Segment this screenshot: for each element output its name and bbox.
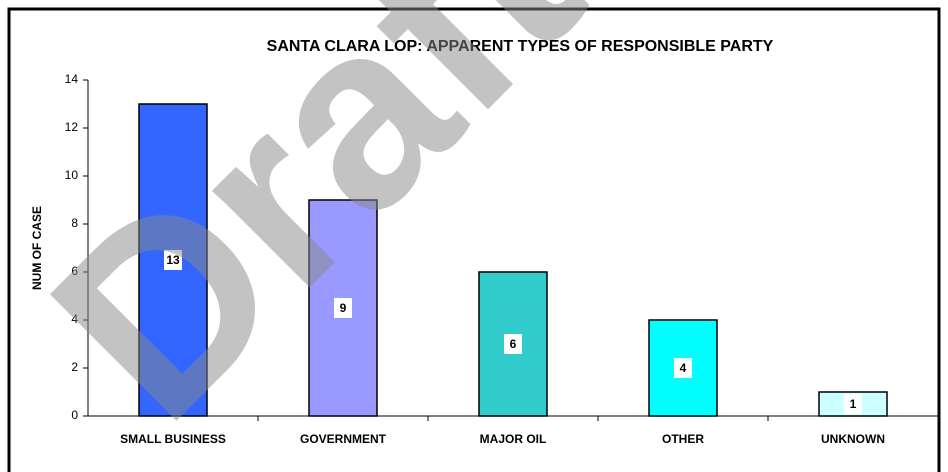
x-tick-label: SMALL BUSINESS	[120, 432, 226, 446]
data-label-box	[164, 250, 182, 270]
data-label: 4	[680, 361, 687, 375]
data-label: 6	[510, 337, 517, 351]
y-tick-label: 0	[71, 408, 78, 422]
y-axis-label: NUM OF CASE	[30, 206, 44, 290]
y-tick-label: 4	[71, 312, 78, 326]
y-tick-label: 14	[65, 72, 79, 86]
x-tick-label: GOVERNMENT	[300, 432, 387, 446]
x-tick-label: UNKNOWN	[821, 432, 885, 446]
x-tick-label: MAJOR OIL	[480, 432, 547, 446]
data-label-box	[334, 298, 352, 318]
data-label-box	[674, 358, 692, 378]
data-label-box	[504, 334, 522, 354]
y-tick-label: 12	[65, 120, 79, 134]
data-label: 13	[166, 253, 180, 267]
chart-title: SANTA CLARA LOP: APPARENT TYPES OF RESPO…	[267, 38, 774, 55]
data-label-box	[844, 394, 862, 414]
y-tick-label: 8	[71, 216, 78, 230]
x-tick-label: OTHER	[662, 432, 704, 446]
y-tick-label: 10	[65, 168, 79, 182]
y-tick-label: 2	[71, 360, 78, 374]
y-tick-label: 6	[71, 264, 78, 278]
data-label: 9	[340, 301, 347, 315]
data-label: 1	[850, 397, 857, 411]
